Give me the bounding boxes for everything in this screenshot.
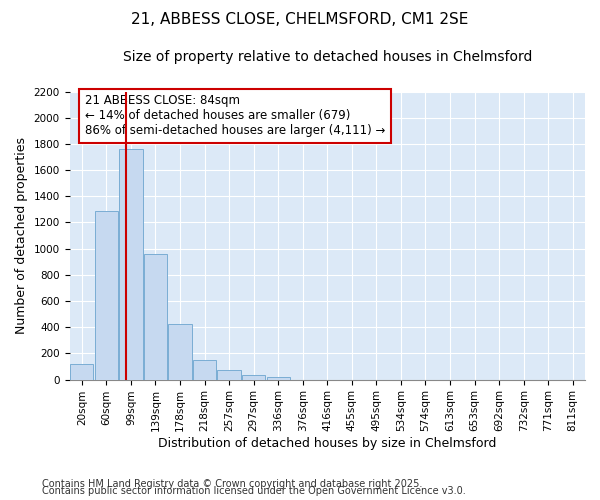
Bar — [95, 212, 118, 380]
Text: Contains HM Land Registry data © Crown copyright and database right 2025.: Contains HM Land Registry data © Crown c… — [42, 479, 422, 489]
Bar — [70, 364, 94, 380]
Bar — [217, 370, 241, 380]
Bar — [169, 324, 191, 380]
Bar — [119, 149, 143, 380]
Bar — [193, 360, 216, 380]
Text: 21, ABBESS CLOSE, CHELMSFORD, CM1 2SE: 21, ABBESS CLOSE, CHELMSFORD, CM1 2SE — [131, 12, 469, 28]
Y-axis label: Number of detached properties: Number of detached properties — [15, 137, 28, 334]
Title: Size of property relative to detached houses in Chelmsford: Size of property relative to detached ho… — [122, 50, 532, 64]
Text: Contains public sector information licensed under the Open Government Licence v3: Contains public sector information licen… — [42, 486, 466, 496]
Text: 21 ABBESS CLOSE: 84sqm
← 14% of detached houses are smaller (679)
86% of semi-de: 21 ABBESS CLOSE: 84sqm ← 14% of detached… — [85, 94, 385, 138]
Bar — [266, 377, 290, 380]
X-axis label: Distribution of detached houses by size in Chelmsford: Distribution of detached houses by size … — [158, 437, 496, 450]
Bar — [144, 254, 167, 380]
Bar — [242, 375, 265, 380]
